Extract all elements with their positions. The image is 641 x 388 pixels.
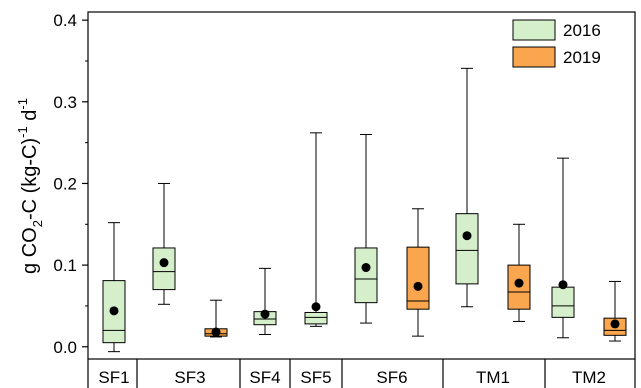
box-SF4-2016 bbox=[253, 267, 277, 336]
x-category-label: SF5 bbox=[300, 368, 331, 387]
x-category-label: SF3 bbox=[174, 368, 205, 387]
box-iqr bbox=[354, 247, 378, 304]
y-axis: 0.0 0.1 0.2 0.3 0.4 bbox=[53, 11, 88, 357]
x-category-label: SF6 bbox=[376, 368, 407, 387]
x-category-label: TM2 bbox=[572, 368, 606, 387]
y-tick-label: 0.2 bbox=[53, 174, 77, 193]
y-tick-label: 0.1 bbox=[53, 256, 77, 275]
box-series bbox=[102, 67, 627, 353]
ylabel-part-c: d bbox=[19, 110, 41, 127]
box-mean-dot bbox=[514, 278, 524, 288]
box-SF1-2016 bbox=[102, 222, 126, 353]
box-SF6-2016 bbox=[354, 133, 378, 324]
ylabel-sub: 2 bbox=[30, 220, 45, 227]
legend-label-2019: 2019 bbox=[563, 48, 601, 67]
box-TM1-2016 bbox=[455, 67, 479, 308]
box-iqr bbox=[455, 213, 479, 285]
box-iqr bbox=[304, 311, 328, 325]
box-mean-dot bbox=[159, 258, 169, 268]
x-axis: SF1 SF3 SF4 SF5 SF6 TM1 TM2 bbox=[87, 359, 636, 388]
box-mean-dot bbox=[260, 309, 270, 319]
x-category-label: TM1 bbox=[476, 368, 510, 387]
ylabel-sup2: -1 bbox=[15, 98, 30, 110]
box-SF3-2016 bbox=[152, 182, 176, 305]
box-TM2-2019 bbox=[603, 280, 627, 342]
x-category-label: SF1 bbox=[98, 368, 129, 387]
box-mean-dot bbox=[211, 327, 221, 337]
box-mean-dot bbox=[109, 306, 119, 316]
box-TM2-2016 bbox=[551, 157, 575, 339]
legend-swatch-2019 bbox=[512, 46, 556, 68]
box-iqr bbox=[152, 247, 176, 291]
ylabel-part-b: -C (kg-C) bbox=[19, 138, 41, 220]
y-axis-label: g CO2-C (kg-C)-1 d-1 bbox=[15, 98, 45, 274]
y-tick-label: 0.0 bbox=[53, 338, 77, 357]
box-mean-dot bbox=[311, 302, 321, 312]
box-SF3-2019 bbox=[204, 299, 228, 338]
legend: 2016 2019 bbox=[512, 19, 601, 68]
legend-swatch-2016 bbox=[512, 19, 556, 41]
ylabel-part-a: g CO bbox=[19, 227, 41, 274]
y-tick-label: 0.3 bbox=[53, 93, 77, 112]
legend-label-2016: 2016 bbox=[563, 21, 601, 40]
box-mean-dot bbox=[558, 280, 568, 290]
box-iqr bbox=[551, 286, 575, 318]
box-SF5-2016 bbox=[304, 132, 328, 327]
y-tick-label: 0.4 bbox=[53, 11, 77, 30]
box-mean-dot bbox=[610, 319, 620, 329]
box-iqr bbox=[406, 246, 430, 310]
box-mean-dot bbox=[361, 263, 371, 273]
x-category-label: SF4 bbox=[249, 368, 280, 387]
box-TM1-2019 bbox=[507, 223, 531, 322]
plot-area bbox=[87, 11, 636, 360]
box-mean-dot bbox=[462, 231, 472, 241]
box-mean-dot bbox=[413, 281, 423, 291]
ylabel-sup1: -1 bbox=[15, 126, 30, 138]
box-SF6-2019 bbox=[406, 208, 430, 337]
